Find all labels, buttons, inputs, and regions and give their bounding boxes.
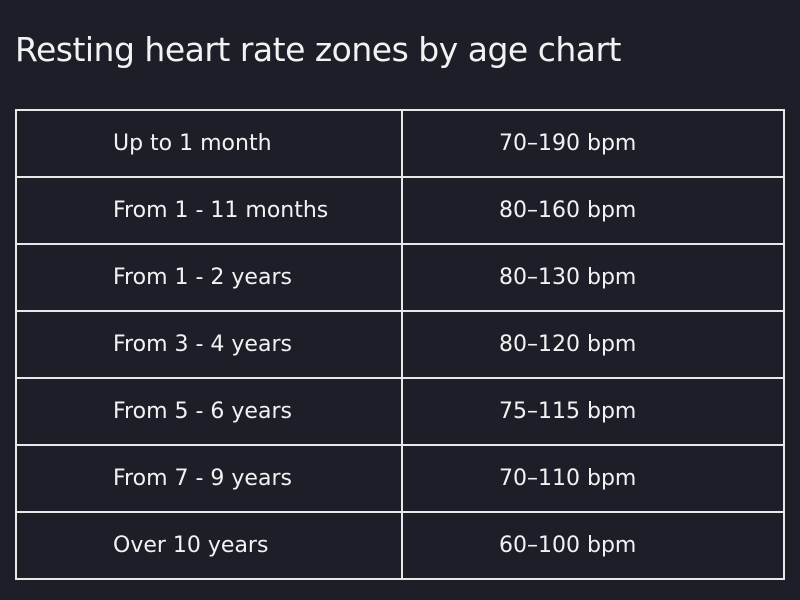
table: Up to 1 month 70–190 bpm From 1 - 11 month… [15,109,785,580]
rate-cell: 70–190 bpm [401,109,785,178]
age-cell: From 3 - 4 years [15,310,403,379]
rate-cell: 80–160 bpm [401,176,785,245]
table-row: From 1 - 11 months 80–160 bpm [15,176,785,245]
table-row: Over 10 years 60–100 bpm [15,511,785,580]
rate-cell: 60–100 bpm [401,511,785,580]
age-cell: From 5 - 6 years [15,377,403,446]
table-row: Up to 1 month 70–190 bpm [15,109,785,178]
rate-cell: 75–115 bpm [401,377,785,446]
rate-cell: 80–120 bpm [401,310,785,379]
table-row: From 5 - 6 years 75–115 bpm [15,377,785,446]
rate-cell: 80–130 bpm [401,243,785,312]
table-row: From 7 - 9 years 70–110 bpm [15,444,785,513]
age-cell: Over 10 years [15,511,403,580]
age-cell: From 1 - 11 months [15,176,403,245]
age-cell: From 1 - 2 years [15,243,403,312]
table-row: From 1 - 2 years 80–130 bpm [15,243,785,312]
rate-cell: 70–110 bpm [401,444,785,513]
table-body: Up to 1 month 70–190 bpm From 1 - 11 month… [15,109,785,580]
age-cell: Up to 1 month [15,109,403,178]
title: Resting heart rate zones by age chart [15,30,622,69]
age-cell: From 7 - 9 years [15,444,403,513]
table-row: From 3 - 4 years 80–120 bpm [15,310,785,379]
